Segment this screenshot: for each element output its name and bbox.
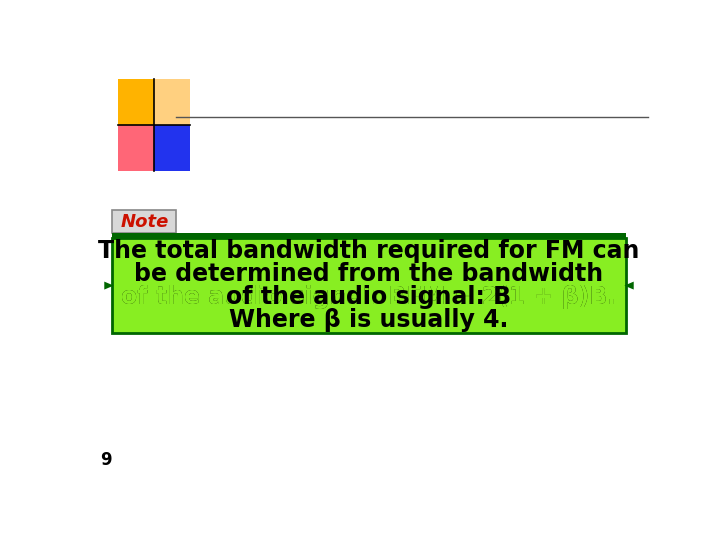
Polygon shape [624,281,634,289]
Text: of the audio signal: B: of the audio signal: B [226,285,512,309]
Text: The total bandwidth required for FM can: The total bandwidth required for FM can [99,239,639,264]
Bar [118,125,154,171]
FancyBboxPatch shape [112,210,176,233]
Bar [118,79,154,125]
Text: Note: Note [120,213,168,231]
Text: Where β is usually 4.: Where β is usually 4. [229,308,509,332]
Text: of the audio signal: BFM = 2(1 + β)B.: of the audio signal: BFM = 2(1 + β)B. [122,285,616,309]
Bar [154,79,190,125]
Text: be determined from the bandwidth: be determined from the bandwidth [135,262,603,286]
Polygon shape [104,281,114,289]
Bar [112,233,626,238]
Bar [154,125,190,171]
Text: of the audio signal: BFM = 2(1 + β)B.: of the audio signal: BFM = 2(1 + β)B. [122,285,616,309]
Text: 9: 9 [100,451,112,469]
FancyBboxPatch shape [112,238,626,333]
